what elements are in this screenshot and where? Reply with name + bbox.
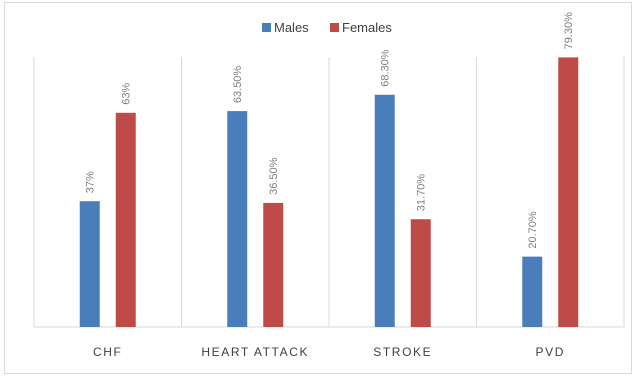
x-tick-label-heart-attack: HEART ATTACK xyxy=(201,345,309,359)
bar-females-stroke xyxy=(410,219,431,327)
bar-males-chf xyxy=(79,201,100,327)
x-tick-label-pvd: PVD xyxy=(536,345,565,359)
bar-males-stroke xyxy=(374,94,395,327)
bar-males-pvd xyxy=(522,256,543,327)
data-label-females-chf: 63% xyxy=(121,83,133,105)
data-label-males-pvd: 20.70% xyxy=(527,211,539,249)
legend-swatch-males xyxy=(262,23,271,32)
data-label-males-heart-attack: 63.50% xyxy=(232,66,244,104)
legend-label-females: Females xyxy=(342,20,392,35)
bar-females-heart-attack xyxy=(263,202,284,327)
x-tick-label-stroke: STROKE xyxy=(373,345,432,359)
data-label-females-pvd: 79.30% xyxy=(563,12,575,50)
data-label-females-heart-attack: 36.50% xyxy=(268,157,280,195)
legend-swatch-females xyxy=(330,23,339,32)
bar-females-pvd xyxy=(558,57,579,327)
data-label-males-chf: 37% xyxy=(85,171,97,193)
bar-females-chf xyxy=(115,112,136,327)
legend-label-males: Males xyxy=(274,20,309,35)
data-label-males-stroke: 68.30% xyxy=(380,49,392,87)
bar-males-heart-attack xyxy=(227,111,248,327)
data-label-females-stroke: 31.70% xyxy=(416,174,428,212)
x-tick-label-chf: CHF xyxy=(93,345,122,359)
